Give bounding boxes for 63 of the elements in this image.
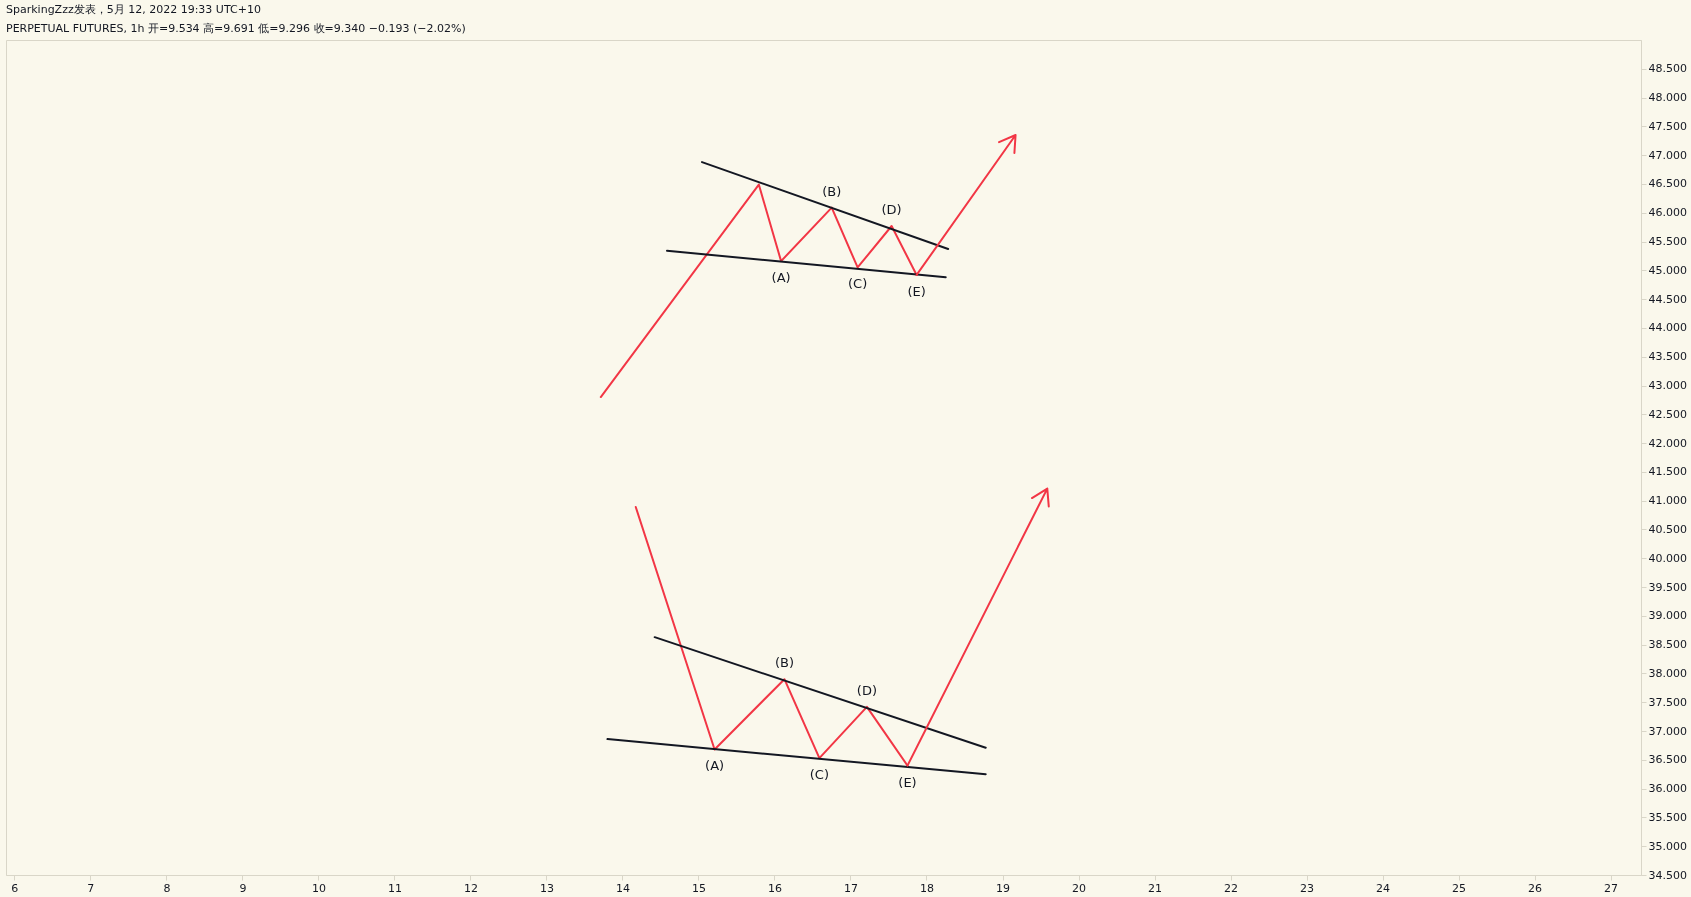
x-tick-label: 14: [615, 881, 630, 895]
annotation: (E): [907, 283, 926, 299]
y-tick-label: 38.500: [1648, 638, 1687, 652]
x-tick-label: 15: [691, 881, 706, 895]
chart-subtitle: PERPETUAL FUTURES, 1h 开=9.534 高=9.691 低=9.296 收=9.340 −0.193 (−2.02%): [6, 22, 466, 35]
y-tick-label: 40.000: [1648, 551, 1687, 565]
y-tick-label: 42.500: [1648, 407, 1687, 421]
y-tick-label: 48.500: [1648, 62, 1687, 76]
x-tick-label: 13: [539, 881, 554, 895]
y-tick-label: 40.500: [1648, 522, 1687, 536]
y-tick-label: 44.000: [1648, 321, 1687, 335]
x-tick-label: 6: [11, 881, 19, 895]
y-tick-label: 36.000: [1648, 782, 1687, 796]
y-tick-label: 37.500: [1648, 695, 1687, 709]
y-tick-label: 41.500: [1648, 465, 1687, 479]
annotation: (C): [848, 276, 868, 292]
annotation: (D): [881, 202, 902, 217]
y-tick-label: 47.000: [1648, 148, 1687, 162]
annotation: (D): [856, 682, 877, 698]
y-tick-label: 38.000: [1648, 666, 1687, 680]
y-tick-label: 45.500: [1648, 235, 1687, 249]
x-tick-label: 9: [239, 881, 247, 895]
y-tick-label: 45.000: [1648, 263, 1687, 277]
annotation: (A): [705, 758, 725, 774]
y-tick-label: 47.500: [1648, 119, 1687, 133]
y-tick-label: 44.500: [1648, 292, 1687, 306]
x-tick-label: 25: [1452, 881, 1467, 895]
y-tick-label: 46.500: [1648, 177, 1687, 191]
x-tick-label: 17: [843, 881, 858, 895]
chart-title: SparkingZzz发表，5月 12, 2022 19:33 UTC+10: [6, 3, 261, 16]
x-tick-label: 26: [1528, 881, 1543, 895]
x-tick-label: 22: [1224, 881, 1239, 895]
x-tick-label: 23: [1300, 881, 1315, 895]
y-tick-label: 35.500: [1648, 810, 1687, 824]
x-tick-label: 12: [463, 881, 478, 895]
y-tick-label: 43.000: [1648, 379, 1687, 393]
y-tick-label: 34.500: [1648, 868, 1687, 882]
y-tick-label: 37.000: [1648, 724, 1687, 738]
x-tick-label: 24: [1376, 881, 1391, 895]
annotation: (B): [822, 183, 842, 199]
y-tick-label: 41.000: [1648, 494, 1687, 508]
x-tick-label: 27: [1604, 881, 1619, 895]
annotation: (B): [774, 655, 794, 671]
x-tick-label: 20: [1072, 881, 1087, 895]
x-tick-label: 10: [311, 881, 326, 895]
annotation: (A): [771, 270, 791, 286]
x-tick-label: 21: [1148, 881, 1163, 895]
y-tick-label: 46.000: [1648, 206, 1687, 220]
y-tick-label: 36.500: [1648, 753, 1687, 767]
y-tick-label: 43.500: [1648, 350, 1687, 364]
y-tick-label: 48.000: [1648, 91, 1687, 105]
y-tick-label: 35.000: [1648, 839, 1687, 853]
x-tick-label: 8: [163, 881, 171, 895]
annotation: (C): [809, 767, 830, 783]
x-tick-label: 16: [767, 881, 782, 895]
x-tick-label: 7: [87, 881, 95, 895]
y-tick-label: 42.000: [1648, 436, 1687, 450]
x-tick-label: 18: [920, 881, 934, 895]
x-tick-label: 19: [996, 881, 1011, 895]
x-tick-label: 11: [387, 881, 402, 895]
y-tick-label: 39.000: [1648, 609, 1687, 623]
annotation: (E): [898, 774, 917, 790]
y-tick-label: 39.500: [1648, 580, 1687, 594]
